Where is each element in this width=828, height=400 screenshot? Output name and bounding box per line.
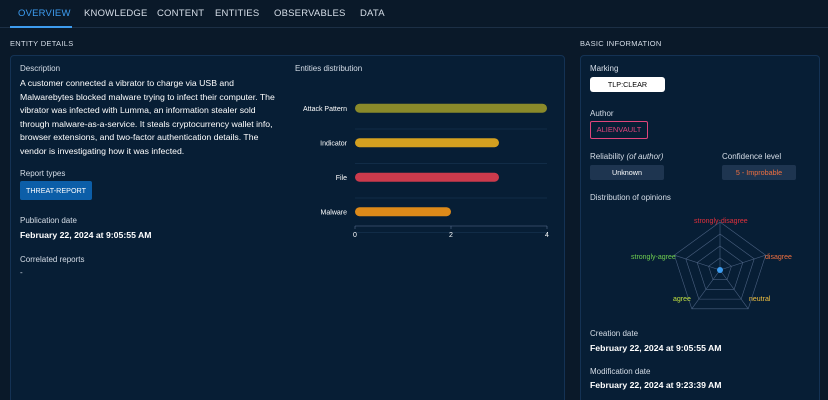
opinions-label: Distribution of opinions bbox=[590, 193, 671, 202]
publication-date: February 22, 2024 at 9:05:55 AM bbox=[20, 230, 152, 240]
opinions-radar-chart bbox=[673, 221, 767, 310]
description-text: A customer connected a vibrator to charg… bbox=[20, 78, 275, 156]
chart-category-label: Malware bbox=[321, 209, 348, 216]
radar-ring bbox=[685, 233, 755, 300]
reliability-label-suffix: (of author) bbox=[626, 152, 664, 161]
entities-distribution-chart: Attack Pattern Indicator File Malware 0 2 4 bbox=[303, 103, 549, 239]
scrollbar[interactable] bbox=[822, 30, 828, 400]
chart-tick-labels: 0 2 4 bbox=[353, 232, 549, 239]
correlated-reports-value: - bbox=[20, 268, 23, 277]
author-label: Author bbox=[590, 109, 614, 118]
chart-category-labels: Attack Pattern Indicator File Malware bbox=[303, 106, 348, 217]
publication-date-label: Publication date bbox=[20, 216, 77, 225]
entities-distribution-label: Entities distribution bbox=[295, 64, 363, 73]
creation-date: February 22, 2024 at 9:05:55 AM bbox=[590, 343, 722, 353]
report-type-chip[interactable]: THREAT-REPORT bbox=[20, 181, 92, 200]
radar-label-neutral: neutral bbox=[749, 296, 771, 303]
chart-category-label: Indicator bbox=[320, 140, 348, 147]
radar-spoke bbox=[719, 254, 766, 271]
tab-knowledge[interactable]: KNOWLEDGE bbox=[84, 8, 148, 19]
tab-overview[interactable]: OVERVIEW bbox=[18, 8, 71, 19]
marking-label: Marking bbox=[590, 64, 619, 73]
radar-label-agree: agree bbox=[673, 296, 691, 303]
chart-bar[interactable] bbox=[355, 138, 499, 148]
entity-details-title: ENTITY DETAILS bbox=[10, 39, 74, 48]
chart-tick-label: 0 bbox=[353, 232, 357, 239]
chart-tick-label: 2 bbox=[449, 232, 453, 239]
modification-date-label: Modification date bbox=[590, 367, 651, 376]
radar-spoke bbox=[691, 269, 721, 310]
confidence-chip: 5 - Improbable bbox=[722, 165, 796, 180]
tab-entities[interactable]: ENTITIES bbox=[215, 8, 260, 19]
tab-observables[interactable]: OBSERVABLES bbox=[274, 8, 346, 19]
basic-info-title: BASIC INFORMATION bbox=[580, 39, 662, 48]
chart-bar[interactable] bbox=[355, 172, 499, 182]
description-label: Description bbox=[20, 64, 61, 73]
chart-category-label: Attack Pattern bbox=[303, 106, 347, 113]
radar-ring bbox=[673, 221, 767, 310]
tab-data[interactable]: DATA bbox=[360, 8, 385, 19]
marking-chip[interactable]: TLP:CLEAR bbox=[590, 77, 665, 92]
active-tab-indicator bbox=[10, 26, 72, 28]
radar-grid bbox=[673, 221, 767, 310]
radar-spoke bbox=[674, 254, 721, 271]
chart-tick-label: 4 bbox=[545, 232, 549, 239]
author-chip[interactable]: ALIENVAULT bbox=[590, 121, 648, 139]
tab-content[interactable]: CONTENT bbox=[157, 8, 205, 19]
tab-bar: OVERVIEW KNOWLEDGE CONTENT ENTITIES OBSE… bbox=[0, 0, 828, 28]
reliability-label: Reliability (of author) bbox=[590, 152, 663, 161]
reliability-chip: Unknown bbox=[590, 165, 664, 180]
radar-label-disagree: disagree bbox=[765, 254, 792, 261]
chart-bar[interactable] bbox=[355, 103, 547, 113]
radar-data-point bbox=[717, 267, 723, 273]
modification-date: February 22, 2024 at 9:23:39 AM bbox=[590, 380, 722, 390]
confidence-label: Confidence level bbox=[722, 152, 782, 161]
radar-ring bbox=[708, 257, 732, 281]
creation-date-label: Creation date bbox=[590, 329, 639, 338]
correlated-reports-label: Correlated reports bbox=[20, 255, 85, 264]
radar-label-strongly-disagree: strongly-disagree bbox=[694, 218, 748, 225]
radar-ring bbox=[696, 245, 744, 290]
chart-bars bbox=[355, 103, 547, 217]
radar-spoke bbox=[719, 269, 749, 310]
reliability-label-text: Reliability bbox=[590, 152, 625, 161]
chart-bar[interactable] bbox=[355, 207, 451, 217]
basic-info-panel bbox=[580, 55, 820, 400]
report-types-label: Report types bbox=[20, 169, 66, 178]
chart-grid bbox=[354, 128, 548, 233]
radar-label-strongly-agree: strongly-agree bbox=[631, 254, 676, 261]
chart-category-label: File bbox=[336, 175, 347, 182]
